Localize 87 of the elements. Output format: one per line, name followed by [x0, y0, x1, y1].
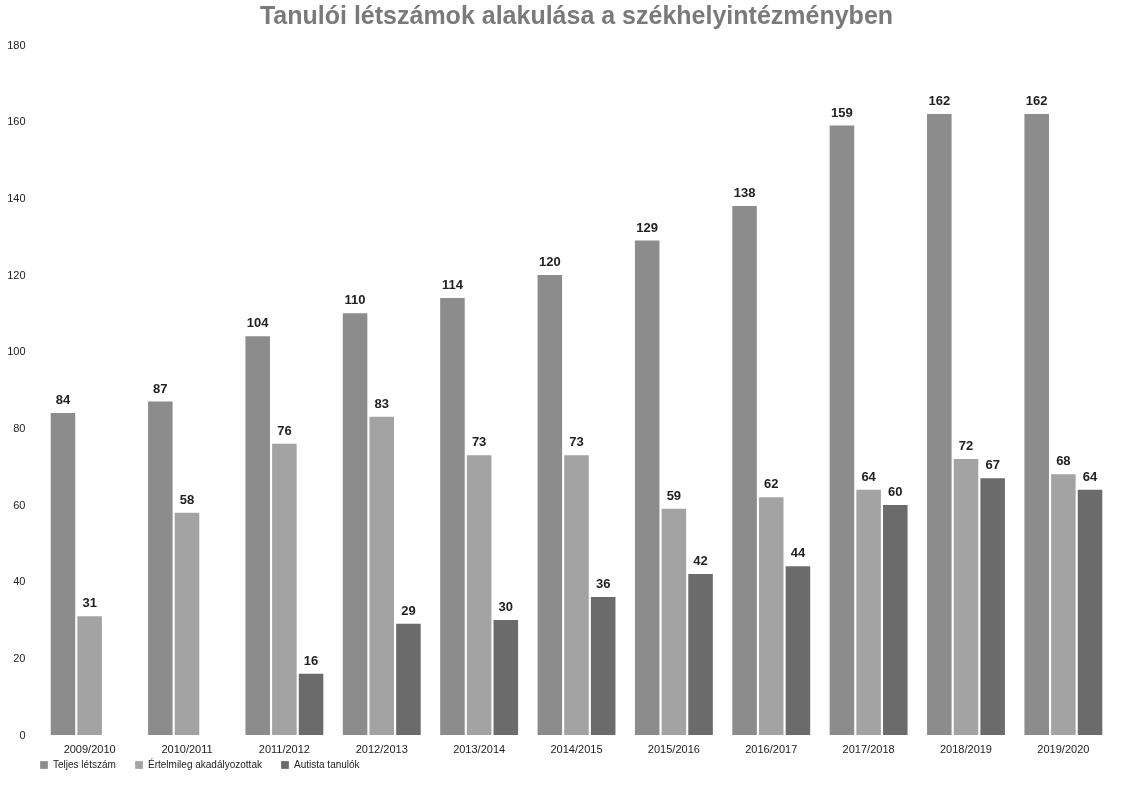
legend-label: Autista tanulók: [294, 759, 361, 770]
data-label: 104: [246, 315, 270, 331]
bar: [245, 336, 270, 735]
chart-title: Tanulói létszámok alakulása a székhelyintézményben: [259, 1, 894, 29]
data-label: 129: [636, 219, 659, 235]
data-label: 72: [958, 438, 974, 453]
bar: [272, 443, 297, 735]
bar: [732, 206, 757, 735]
data-label: 73: [569, 434, 584, 450]
data-label: 110: [344, 292, 366, 308]
x-tick-label: 2010/2011: [161, 742, 213, 755]
bar: [1051, 474, 1076, 735]
x-tick-label: 2012/2013: [355, 742, 408, 755]
data-label: 59: [666, 487, 682, 503]
y-tick-label: 140: [7, 191, 26, 204]
data-label: 159: [831, 104, 853, 120]
data-label: 73: [471, 434, 487, 450]
bar: [342, 313, 368, 735]
x-tick-label: 2014/2015: [550, 742, 603, 755]
data-label: 120: [538, 254, 561, 269]
x-tick-label: 2016/2017: [745, 742, 798, 755]
bar: [174, 512, 200, 735]
y-tick-label: 20: [13, 651, 26, 664]
bar: [537, 275, 563, 735]
y-tick-label: 120: [7, 268, 26, 281]
bar: [688, 574, 713, 735]
y-tick-label: 160: [7, 115, 26, 128]
data-label: 64: [1082, 468, 1099, 484]
x-tick-label: 2011/2012: [258, 742, 310, 755]
bar: [1024, 114, 1049, 735]
y-tick-label: 100: [7, 345, 26, 358]
bar: [661, 508, 687, 735]
bar: [785, 566, 811, 735]
data-label: 58: [179, 491, 195, 507]
data-label: 30: [498, 599, 514, 614]
data-label: 44: [790, 545, 806, 561]
bar: [634, 240, 660, 735]
y-tick-label: 80: [13, 421, 26, 434]
bar: [980, 478, 1005, 735]
data-label: 31: [82, 595, 97, 611]
y-tick-label: 180: [7, 38, 26, 51]
legend-label: Teljes létszám: [53, 759, 116, 770]
data-label: 76: [277, 422, 292, 438]
bar: [758, 497, 784, 735]
data-label: 162: [1025, 93, 1048, 108]
y-tick-label: 40: [13, 575, 26, 588]
bar: [440, 298, 465, 735]
data-label: 29: [401, 602, 416, 618]
x-tick-label: 2015/2016: [647, 742, 700, 755]
data-label: 114: [441, 277, 464, 292]
bar: [829, 125, 855, 735]
data-label: 84: [55, 392, 71, 407]
bar: [564, 455, 589, 735]
bar: [148, 401, 173, 735]
data-label: 68: [1056, 453, 1071, 469]
bar: [590, 597, 616, 735]
legend-label: Értelmileg akadályozottak: [148, 758, 263, 770]
bar: [883, 505, 908, 735]
bar: [298, 673, 324, 735]
data-label: 67: [985, 457, 1000, 473]
data-label: 16: [303, 652, 319, 668]
bar: [50, 413, 76, 735]
y-tick-label: 0: [19, 728, 26, 741]
bar: [953, 459, 979, 735]
bar: [77, 616, 102, 735]
data-label: 83: [374, 395, 389, 411]
x-tick-label: 2013/2014: [453, 742, 506, 755]
x-tick-label: 2009/2010: [63, 742, 116, 755]
bar: [1077, 489, 1103, 735]
data-label: 42: [693, 553, 708, 568]
data-label: 87: [153, 380, 168, 396]
data-label: 36: [595, 576, 611, 591]
bar: [493, 620, 519, 735]
data-label: 60: [888, 484, 903, 499]
data-label: 62: [764, 476, 779, 492]
data-label: 162: [928, 93, 951, 108]
bar: [856, 489, 881, 735]
data-label: 64: [861, 468, 877, 484]
x-tick-label: 2017/2018: [842, 742, 895, 755]
data-label: 138: [733, 185, 756, 200]
bar: [927, 114, 952, 735]
bar: [396, 623, 421, 735]
y-tick-label: 60: [13, 498, 26, 511]
bar: [466, 455, 492, 735]
x-tick-label: 2019/2020: [1037, 742, 1090, 755]
bar: [369, 416, 395, 735]
x-tick-label: 2018/2019: [939, 742, 992, 755]
